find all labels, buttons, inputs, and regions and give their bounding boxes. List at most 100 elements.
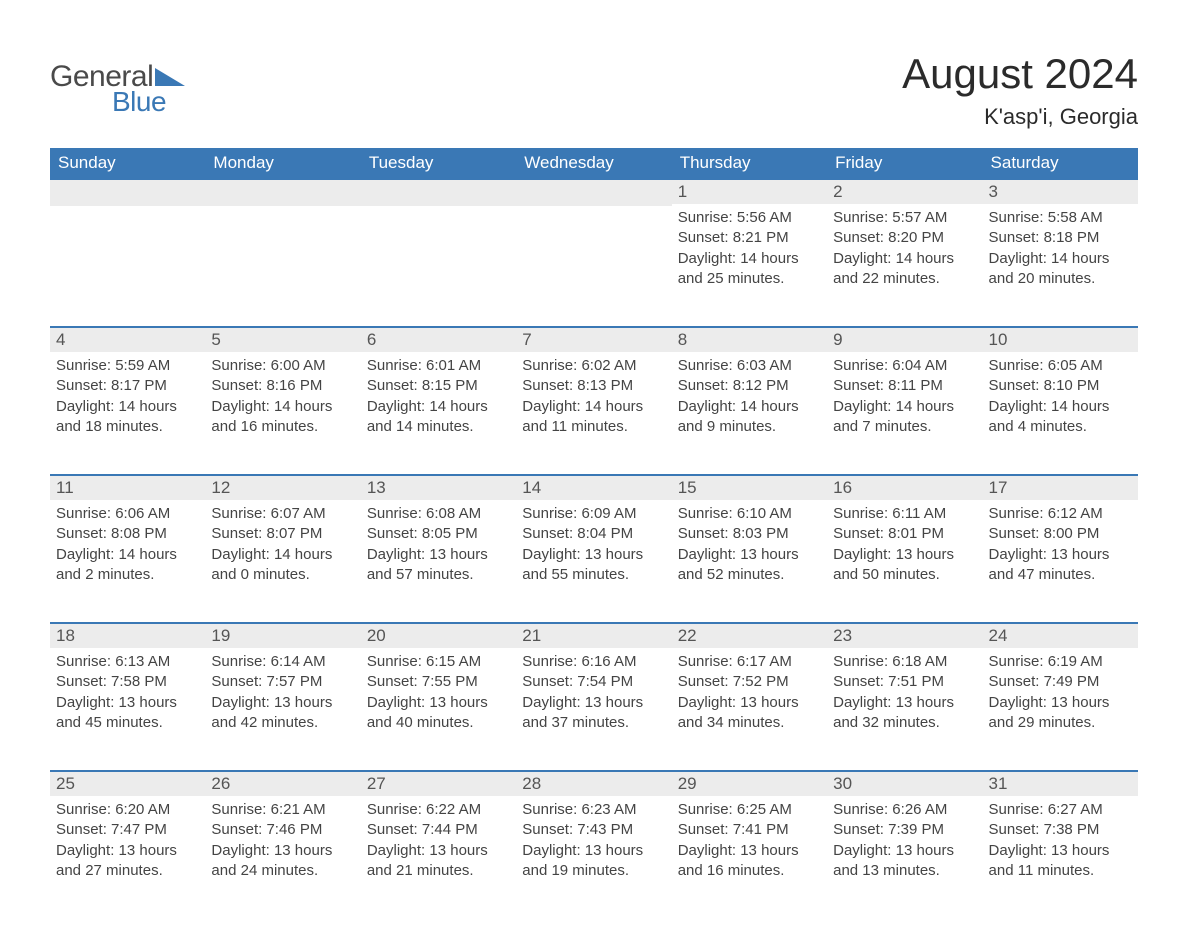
sunset-line: Sunset: 7:51 PM <box>833 672 976 692</box>
calendar-cell: 9Sunrise: 6:04 AMSunset: 8:11 PMDaylight… <box>827 326 982 456</box>
calendar-table: SundayMondayTuesdayWednesdayThursdayFrid… <box>50 148 1138 900</box>
weekday-header: Saturday <box>983 148 1138 178</box>
sunrise-line: Sunrise: 6:20 AM <box>56 800 199 820</box>
calendar-cell <box>50 178 205 308</box>
day-number: 8 <box>672 326 827 352</box>
calendar-cell: 2Sunrise: 5:57 AMSunset: 8:20 PMDaylight… <box>827 178 982 308</box>
day-number: 7 <box>516 326 671 352</box>
day-body: Sunrise: 6:00 AMSunset: 8:16 PMDaylight:… <box>205 352 360 443</box>
logo: General Blue <box>50 60 185 118</box>
weekday-header: Friday <box>827 148 982 178</box>
calendar-cell: 14Sunrise: 6:09 AMSunset: 8:04 PMDayligh… <box>516 474 671 604</box>
sunrise-line: Sunrise: 6:03 AM <box>678 356 821 376</box>
sunset-line: Sunset: 8:17 PM <box>56 376 199 396</box>
calendar-page: General Blue August 2024 K'asp'i, Georgi… <box>0 0 1188 930</box>
day-number: 15 <box>672 474 827 500</box>
calendar-cell: 7Sunrise: 6:02 AMSunset: 8:13 PMDaylight… <box>516 326 671 456</box>
sunrise-line: Sunrise: 6:18 AM <box>833 652 976 672</box>
calendar-cell: 28 Sunrise: 6:23 AMSunset: 7:43 PMDayligh… <box>516 770 671 900</box>
day-number: 5 <box>205 326 360 352</box>
week-spacer <box>50 604 1138 622</box>
sunset-line: Sunset: 8:11 PM <box>833 376 976 396</box>
calendar-week: 25Sunrise: 6:20 AMSunset: 7:47 PMDayligh… <box>50 770 1138 900</box>
sunset-line: Sunset: 7:43 PM <box>522 820 665 840</box>
calendar-cell: 23Sunrise: 6:18 AMSunset: 7:51 PMDayligh… <box>827 622 982 752</box>
day-body: Sunrise: 6:16 AMSunset: 7:54 PMDaylight:… <box>516 648 671 739</box>
daylight-line: Daylight: 13 hours and 52 minutes. <box>678 545 821 586</box>
empty-day-header <box>516 178 671 206</box>
sunset-line: Sunset: 8:07 PM <box>211 524 354 544</box>
daylight-line: Daylight: 13 hours and 16 minutes. <box>678 841 821 882</box>
calendar-week: 11Sunrise: 6:06 AMSunset: 8:08 PMDayligh… <box>50 474 1138 604</box>
sunset-line: Sunset: 8:04 PM <box>522 524 665 544</box>
calendar-body: 1Sunrise: 5:56 AMSunset: 8:21 PMDaylight… <box>50 178 1138 900</box>
empty-day-header <box>50 178 205 206</box>
day-body: Sunrise: 6:02 AMSunset: 8:13 PMDaylight:… <box>516 352 671 443</box>
sunset-line: Sunset: 8:21 PM <box>678 228 821 248</box>
sunset-line: Sunset: 8:12 PM <box>678 376 821 396</box>
day-body: Sunrise: 5:58 AMSunset: 8:18 PMDaylight:… <box>983 204 1138 295</box>
sunset-line: Sunset: 7:57 PM <box>211 672 354 692</box>
daylight-line: Daylight: 14 hours and 2 minutes. <box>56 545 199 586</box>
sunrise-line: Sunrise: 6:07 AM <box>211 504 354 524</box>
day-number: 31 <box>983 770 1138 796</box>
daylight-line: Daylight: 13 hours and 27 minutes. <box>56 841 199 882</box>
calendar-cell: 31Sunrise: 6:27 AMSunset: 7:38 PMDayligh… <box>983 770 1138 900</box>
day-body: Sunrise: 6:01 AMSunset: 8:15 PMDaylight:… <box>361 352 516 443</box>
day-number: 20 <box>361 622 516 648</box>
sunset-line: Sunset: 7:58 PM <box>56 672 199 692</box>
calendar-cell: 29Sunrise: 6:25 AMSunset: 7:41 PMDayligh… <box>672 770 827 900</box>
calendar-cell: 21Sunrise: 6:16 AMSunset: 7:54 PMDayligh… <box>516 622 671 752</box>
sunrise-line: Sunrise: 6:16 AM <box>522 652 665 672</box>
sunrise-line: Sunrise: 6:26 AM <box>833 800 976 820</box>
spacer-cell <box>50 308 1138 326</box>
day-body: Sunrise: 6:05 AMSunset: 8:10 PMDaylight:… <box>983 352 1138 443</box>
day-body: Sunrise: 6:17 AMSunset: 7:52 PMDaylight:… <box>672 648 827 739</box>
daylight-line: Daylight: 14 hours and 20 minutes. <box>989 249 1132 290</box>
day-number: 28 <box>516 770 671 796</box>
daylight-line: Daylight: 14 hours and 9 minutes. <box>678 397 821 438</box>
daylight-line: Daylight: 14 hours and 7 minutes. <box>833 397 976 438</box>
day-body: Sunrise: 6:14 AMSunset: 7:57 PMDaylight:… <box>205 648 360 739</box>
calendar-week: 1Sunrise: 5:56 AMSunset: 8:21 PMDaylight… <box>50 178 1138 308</box>
day-body: Sunrise: 6:27 AMSunset: 7:38 PMDaylight:… <box>983 796 1138 887</box>
calendar-week: 18Sunrise: 6:13 AMSunset: 7:58 PMDayligh… <box>50 622 1138 752</box>
calendar-cell: 5Sunrise: 6:00 AMSunset: 8:16 PMDaylight… <box>205 326 360 456</box>
day-body: Sunrise: 5:56 AMSunset: 8:21 PMDaylight:… <box>672 204 827 295</box>
sunset-line: Sunset: 8:16 PM <box>211 376 354 396</box>
sunset-line: Sunset: 8:20 PM <box>833 228 976 248</box>
day-number: 19 <box>205 622 360 648</box>
daylight-line: Daylight: 13 hours and 11 minutes. <box>989 841 1132 882</box>
day-body: Sunrise: 5:59 AMSunset: 8:17 PMDaylight:… <box>50 352 205 443</box>
calendar-cell: 24Sunrise: 6:19 AMSunset: 7:49 PMDayligh… <box>983 622 1138 752</box>
daylight-line: Daylight: 14 hours and 16 minutes. <box>211 397 354 438</box>
daylight-line: Daylight: 13 hours and 24 minutes. <box>211 841 354 882</box>
sunrise-line: Sunrise: 6:27 AM <box>989 800 1132 820</box>
sunrise-line: Sunrise: 6:01 AM <box>367 356 510 376</box>
sunrise-line: Sunrise: 6:17 AM <box>678 652 821 672</box>
day-number: 22 <box>672 622 827 648</box>
sunrise-line: Sunrise: 6:05 AM <box>989 356 1132 376</box>
sunrise-line: Sunrise: 6:23 AM <box>522 800 665 820</box>
daylight-line: Daylight: 13 hours and 19 minutes. <box>522 841 665 882</box>
daylight-line: Daylight: 13 hours and 37 minutes. <box>522 693 665 734</box>
calendar-cell: 26Sunrise: 6:21 AMSunset: 7:46 PMDayligh… <box>205 770 360 900</box>
calendar-cell: 8 Sunrise: 6:03 AMSunset: 8:12 PMDaylight… <box>672 326 827 456</box>
sunrise-line: Sunrise: 5:58 AM <box>989 208 1132 228</box>
weekday-header: Tuesday <box>361 148 516 178</box>
sunset-line: Sunset: 8:13 PM <box>522 376 665 396</box>
sunset-line: Sunset: 8:05 PM <box>367 524 510 544</box>
calendar-week: 4Sunrise: 5:59 AMSunset: 8:17 PMDaylight… <box>50 326 1138 456</box>
sunrise-line: Sunrise: 6:15 AM <box>367 652 510 672</box>
calendar-cell: 20Sunrise: 6:15 AMSunset: 7:55 PMDayligh… <box>361 622 516 752</box>
daylight-line: Daylight: 13 hours and 45 minutes. <box>56 693 199 734</box>
sunrise-line: Sunrise: 6:19 AM <box>989 652 1132 672</box>
week-spacer <box>50 308 1138 326</box>
day-number: 13 <box>361 474 516 500</box>
calendar-cell: 22Sunrise: 6:17 AMSunset: 7:52 PMDayligh… <box>672 622 827 752</box>
daylight-line: Daylight: 14 hours and 14 minutes. <box>367 397 510 438</box>
week-spacer <box>50 456 1138 474</box>
logo-word2: Blue <box>112 86 166 118</box>
daylight-line: Daylight: 13 hours and 40 minutes. <box>367 693 510 734</box>
calendar-cell: 27Sunrise: 6:22 AMSunset: 7:44 PMDayligh… <box>361 770 516 900</box>
